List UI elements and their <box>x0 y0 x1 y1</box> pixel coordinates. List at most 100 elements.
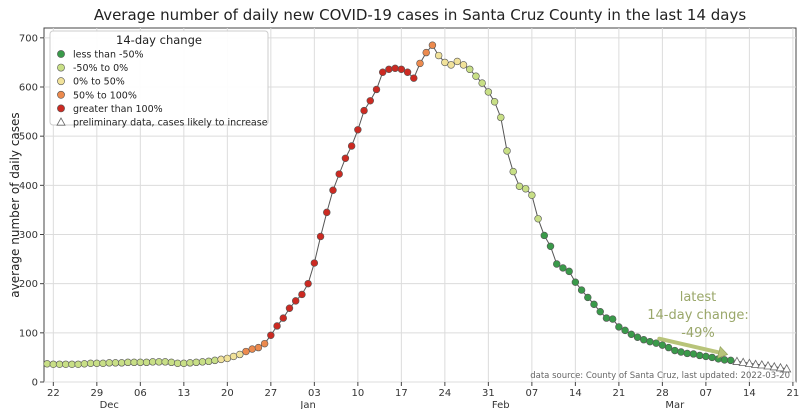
y-tick-label: 300 <box>19 230 38 241</box>
data-point-red <box>329 186 337 194</box>
preliminary-point <box>763 360 773 370</box>
data-point-lightgreen <box>204 357 213 366</box>
data-point-red <box>347 142 356 150</box>
data-point-red <box>410 74 418 82</box>
x-tick-label: 03 <box>308 388 321 399</box>
data-point-green <box>646 337 654 346</box>
x-tick-label: 29 <box>90 388 103 399</box>
annotation-line-1: latest <box>680 290 717 305</box>
preliminary-point <box>738 357 748 366</box>
data-point-lightgreen <box>111 359 120 367</box>
data-point-lightgreen <box>149 358 157 366</box>
data-point-green <box>571 278 580 286</box>
data-point-lightgreen <box>521 185 530 193</box>
legend-label: preliminary data, cases likely to increa… <box>73 118 268 129</box>
x-tick-label: 28 <box>656 388 669 399</box>
data-point-green <box>559 264 567 272</box>
y-tick-label: 100 <box>19 328 38 339</box>
y-tick-label: 200 <box>19 279 38 290</box>
annotation-line-2: 14-day change: <box>647 308 749 323</box>
x-tick-label: 17 <box>395 388 408 399</box>
data-point-lightgreen <box>80 360 89 368</box>
data-point-lightgreen <box>186 359 194 367</box>
preliminary-point <box>781 363 792 373</box>
data-point-green <box>621 326 629 335</box>
data-point-green <box>658 341 667 349</box>
x-tick-label: 24 <box>438 388 451 399</box>
legend-title: 14-day change <box>116 33 202 47</box>
data-point-red <box>372 85 381 94</box>
data-point-green <box>727 356 735 365</box>
data-point-yellow <box>229 352 238 361</box>
data-point-lightgreen <box>136 358 145 367</box>
data-point-lightgreen <box>130 358 138 367</box>
preliminary-point <box>757 359 767 369</box>
data-point-orange <box>242 347 250 356</box>
data-point-lightgreen <box>55 360 64 368</box>
data-point-green <box>584 293 592 302</box>
data-point-lightgreen <box>509 167 517 176</box>
data-point-green <box>664 343 673 352</box>
data-point-lightgreen <box>142 358 151 367</box>
legend-marker <box>57 50 65 58</box>
data-point-lightgreen <box>99 359 107 368</box>
data-point-red <box>360 106 368 115</box>
data-point-lightgreen <box>105 359 113 367</box>
y-tick-label: 600 <box>19 83 38 94</box>
data-point-lightgreen <box>490 98 499 106</box>
data-point-green <box>683 349 691 358</box>
data-point-lightgreen <box>43 360 51 368</box>
legend-label: less than -50% <box>73 50 144 61</box>
data-point-yellow <box>223 354 232 363</box>
data-point-lightgreen <box>503 147 511 155</box>
y-axis: 0 100 200 300 400 500 600 700 <box>19 33 44 389</box>
data-point-lightgreen <box>528 191 536 199</box>
chart-title: Average number of daily new COVID-19 cas… <box>94 6 747 24</box>
legend-label: greater than 100% <box>73 104 163 115</box>
legend-marker <box>57 77 65 86</box>
data-point-lightgreen <box>478 79 486 87</box>
data-point-red <box>298 290 306 299</box>
data-point-red <box>385 65 393 74</box>
x-tick-label: 07 <box>526 388 539 399</box>
data-point-yellow <box>434 51 443 60</box>
x-tick-label: 14 <box>569 388 582 399</box>
data-point-red <box>323 208 331 217</box>
data-point-red <box>335 170 343 178</box>
data-point-lightgreen <box>49 360 58 368</box>
data-point-green <box>633 333 642 341</box>
data-point-red <box>397 65 406 74</box>
data-point-green <box>627 330 636 339</box>
x-tick-label: 31 <box>482 388 495 399</box>
data-point-red <box>273 322 281 330</box>
x-tick-label: 27 <box>264 388 277 399</box>
data-point-lightgreen <box>93 359 101 368</box>
x-tick-label: 22 <box>47 388 60 399</box>
data-point-red <box>292 297 300 305</box>
x-tick-label: 13 <box>177 388 190 399</box>
data-point-red <box>341 154 350 162</box>
legend-box <box>49 30 269 126</box>
x-tick-label: 10 <box>351 388 364 399</box>
legend-marker <box>57 90 65 99</box>
data-point-red <box>304 279 312 288</box>
legend-label: -50% to 0% <box>73 63 128 74</box>
data-point-green <box>608 315 617 323</box>
data-point-lightgreen <box>155 358 163 366</box>
preliminary-point <box>775 362 786 372</box>
data-point-lightgreen <box>173 359 182 368</box>
data-point-yellow <box>459 61 468 69</box>
data-point-orange <box>254 343 263 352</box>
data-point-green <box>652 339 660 347</box>
data-point-lightgreen <box>124 358 132 367</box>
data-point-lightgreen <box>86 359 95 368</box>
data-point-green <box>720 356 729 364</box>
data-point-lightgreen <box>68 360 76 368</box>
trend-arrow <box>657 336 729 359</box>
data-point-lightgreen <box>534 215 542 223</box>
data-point-red <box>310 259 319 267</box>
data-point-orange <box>416 59 424 68</box>
preliminary-point <box>744 358 755 367</box>
legend-label: 0% to 50% <box>73 77 125 88</box>
preliminary-point <box>750 359 761 368</box>
